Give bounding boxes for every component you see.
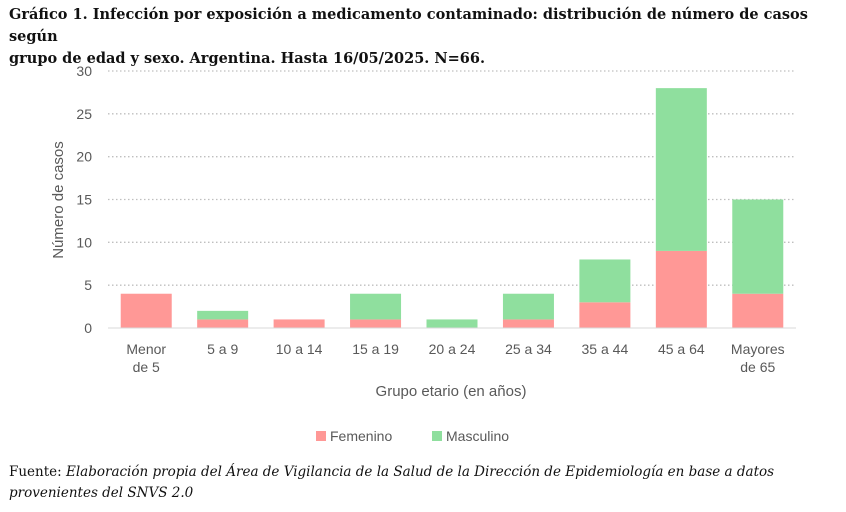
x-tick-label: 25 a 34	[505, 341, 552, 357]
y-tick-label: 0	[84, 320, 92, 336]
chart-title-line-2: grupo de edad y sexo. Argentina. Hasta 1…	[9, 50, 486, 67]
y-tick-label: 25	[76, 106, 92, 122]
legend-swatch-femenino	[316, 431, 326, 441]
stacked-bar-chart: 0 5 10 15 20 25 30 Menor de 5 5 a 9 10 a 14 15 a 1…	[50, 63, 796, 444]
bar-masculino	[655, 88, 707, 251]
bar-femenino	[350, 319, 402, 328]
x-tick-label: Menor de 5	[126, 341, 166, 375]
chart-title-line-1: Gráfico 1. Infección por exposición a me…	[9, 6, 808, 45]
bar-femenino	[197, 319, 249, 328]
bar-masculino	[350, 293, 402, 320]
legend-label-femenino: Femenino	[330, 428, 392, 444]
y-axis-ticks: 0 5 10 15 20 25 30	[76, 63, 92, 336]
legend: Femenino Masculino	[316, 428, 509, 444]
y-tick-label: 20	[76, 149, 92, 165]
x-tick-label: 20 a 24	[429, 341, 476, 357]
x-tick-label: 5 a 9	[207, 341, 238, 357]
legend-label-masculino: Masculino	[446, 428, 509, 444]
chart-title: Gráfico 1. Infección por exposición a me…	[9, 4, 834, 70]
x-tick-label: Mayores de 65	[731, 341, 785, 375]
x-tick-label: 45 a 64	[658, 341, 705, 357]
x-tick-label: 10 a 14	[276, 341, 323, 357]
source-note: Fuente: Elaboración propia del Área de V…	[9, 462, 834, 504]
bar-masculino	[426, 319, 478, 328]
bar-femenino	[579, 302, 631, 328]
legend-swatch-masculino	[432, 431, 442, 441]
y-tick-label: 15	[76, 192, 92, 208]
bars	[120, 88, 784, 328]
x-axis-title: Grupo etario (en años)	[376, 383, 527, 400]
source-lead: Fuente:	[9, 464, 66, 480]
y-tick-label: 5	[84, 277, 92, 293]
bar-masculino	[579, 259, 631, 303]
bar-masculino	[502, 293, 554, 320]
source-body: Elaboración propia del Área de Vigilanci…	[66, 464, 775, 480]
bar-femenino	[120, 293, 172, 328]
bar-femenino	[502, 319, 554, 328]
y-axis-title: Número de casos	[50, 141, 67, 259]
bar-femenino	[732, 293, 784, 328]
y-tick-label: 30	[76, 63, 92, 79]
x-axis-ticks: Menor de 5 5 a 9 10 a 14 15 a 19 20 a 24 25 a …	[126, 341, 784, 375]
x-tick-label: 15 a 19	[352, 341, 399, 357]
source-line-2: provenientes del SNVS 2.0	[9, 485, 194, 501]
x-tick-label: 35 a 44	[582, 341, 629, 357]
bar-femenino	[273, 319, 325, 328]
bar-masculino	[197, 310, 249, 320]
bar-masculino	[732, 199, 784, 294]
y-tick-label: 10	[76, 234, 92, 250]
bar-femenino	[655, 250, 707, 328]
